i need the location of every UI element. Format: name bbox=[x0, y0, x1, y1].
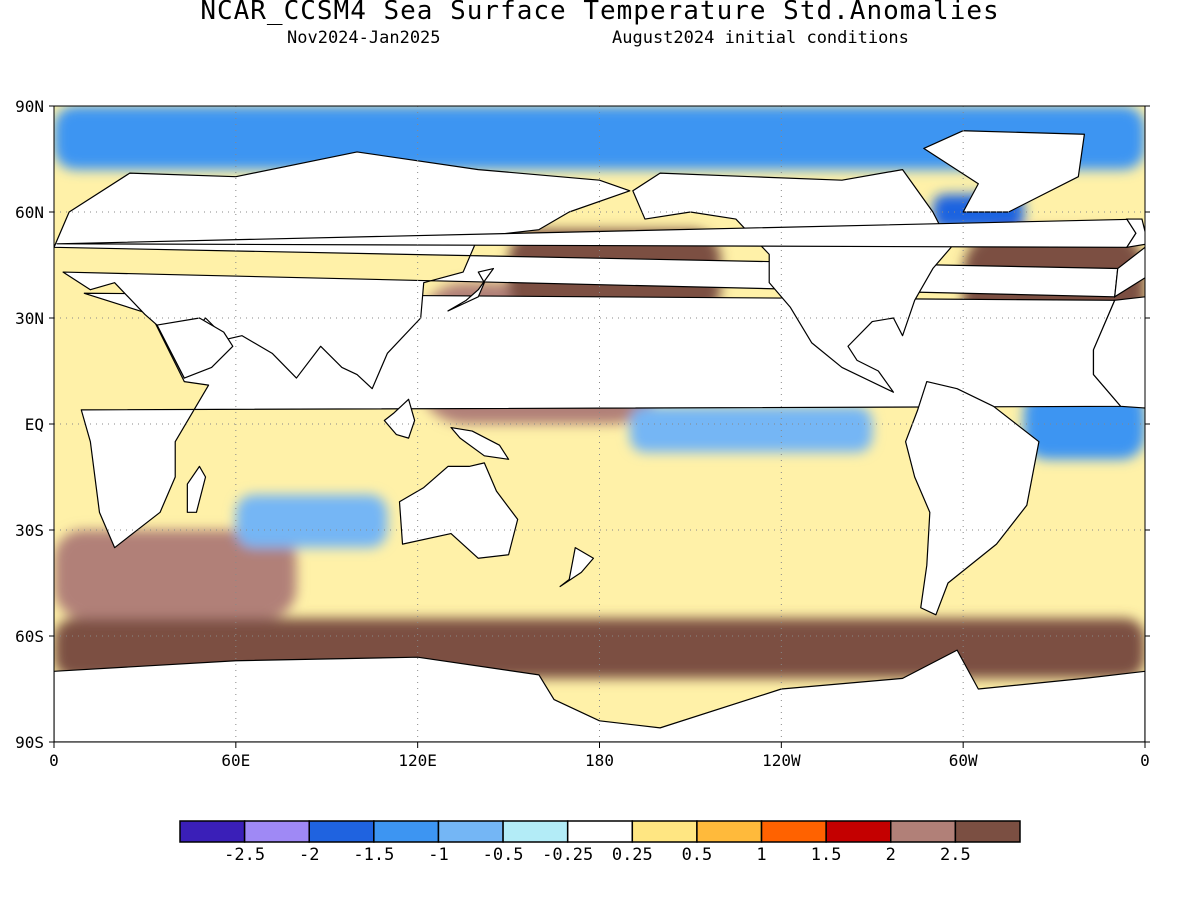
forecast-period: Nov2024-Jan2025 bbox=[287, 28, 441, 48]
colorbar-tick-label: -2 bbox=[299, 845, 319, 865]
lat-label: 60N bbox=[15, 203, 44, 222]
colorbar-tick-label: 0.5 bbox=[682, 845, 713, 865]
lat-label: 30S bbox=[15, 521, 44, 540]
colorbar-tick-label: -0.5 bbox=[483, 845, 524, 865]
colorbar-swatch bbox=[243, 820, 310, 843]
colorbar-swatch bbox=[825, 820, 892, 843]
lon-label: 180 bbox=[585, 751, 614, 770]
colorbar-swatch bbox=[566, 820, 634, 843]
colorbar-swatch bbox=[308, 820, 375, 843]
colorbar-swatch bbox=[954, 820, 1021, 843]
landmass-antarctica bbox=[54, 649, 1145, 742]
landmass-eurasia-wrap bbox=[1113, 245, 1145, 298]
landmass-uk-wrap bbox=[1125, 218, 1145, 249]
longitude-labels: 0 60E 120E 180 120W 60W 0 bbox=[49, 742, 1150, 770]
colorbar-swatch bbox=[696, 820, 763, 843]
anomaly-region bbox=[235, 494, 388, 548]
map-plot-area bbox=[54, 106, 1145, 742]
lon-label: 0 bbox=[1140, 751, 1150, 770]
lat-label: 30N bbox=[15, 309, 44, 328]
landmass-australia bbox=[398, 462, 519, 559]
colorbar-tick-label: -2.5 bbox=[224, 845, 265, 865]
colorbar-swatch bbox=[179, 820, 246, 843]
lon-label: 60W bbox=[949, 751, 978, 770]
landmass-new-guinea bbox=[450, 426, 510, 460]
lat-label: 90N bbox=[15, 97, 44, 116]
lon-label: 120W bbox=[762, 751, 801, 770]
anomaly-region bbox=[629, 406, 873, 453]
colorbar-tick-label: 2.5 bbox=[940, 845, 971, 865]
colorbar-tick-label: 2 bbox=[886, 845, 896, 865]
landmass-new-zealand bbox=[559, 547, 595, 588]
colorbar-swatch bbox=[373, 820, 440, 843]
colorbar-swatch bbox=[437, 820, 504, 843]
lat-label: 60S bbox=[15, 627, 44, 646]
lat-label: EQ bbox=[25, 415, 44, 434]
landmass-arabia bbox=[156, 317, 234, 379]
colorbar-tick-label: 1 bbox=[756, 845, 766, 865]
anomaly-region bbox=[54, 530, 297, 619]
lon-label: 60E bbox=[221, 751, 250, 770]
colorbar-tick-label: -1 bbox=[428, 845, 448, 865]
initial-conditions: August2024 initial conditions bbox=[612, 28, 909, 48]
anomaly-region bbox=[54, 106, 1145, 170]
landmass-africa-wrap bbox=[1092, 296, 1145, 409]
latitude-labels: 90N 60N 30N EQ 30S 60S 90S bbox=[15, 97, 1150, 752]
landmass-greenland bbox=[923, 130, 1085, 213]
lat-label: 90S bbox=[15, 733, 44, 752]
continents bbox=[54, 130, 1145, 742]
chart-title: NCAR_CCSM4 Sea Surface Temperature Std.A… bbox=[200, 0, 1000, 26]
landmass-south-america bbox=[904, 381, 1040, 616]
colorbar-tick-label: 1.5 bbox=[811, 845, 842, 865]
graticule bbox=[54, 106, 1145, 742]
landmass-madagascar bbox=[186, 465, 207, 513]
colorbar bbox=[179, 820, 1021, 843]
landmass-japan bbox=[447, 267, 495, 312]
colorbar-swatch bbox=[502, 820, 569, 843]
landmass-borneo bbox=[383, 398, 416, 439]
colorbar-tick-label: -0.25 bbox=[542, 845, 593, 865]
colorbar-swatch bbox=[760, 820, 827, 843]
colorbar-tick-labels: -2.5 -2 -1.5 -1 -0.5 -0.25 0.25 0.5 1 1.5 2 2.5 bbox=[224, 845, 971, 865]
colorbar-swatch bbox=[890, 820, 957, 843]
colorbar-tick-label: -1.5 bbox=[353, 845, 394, 865]
lon-label: 120E bbox=[398, 751, 437, 770]
colorbar-tick-label: 0.25 bbox=[612, 845, 653, 865]
colorbar-swatch bbox=[631, 820, 698, 843]
lon-label: 0 bbox=[49, 751, 59, 770]
